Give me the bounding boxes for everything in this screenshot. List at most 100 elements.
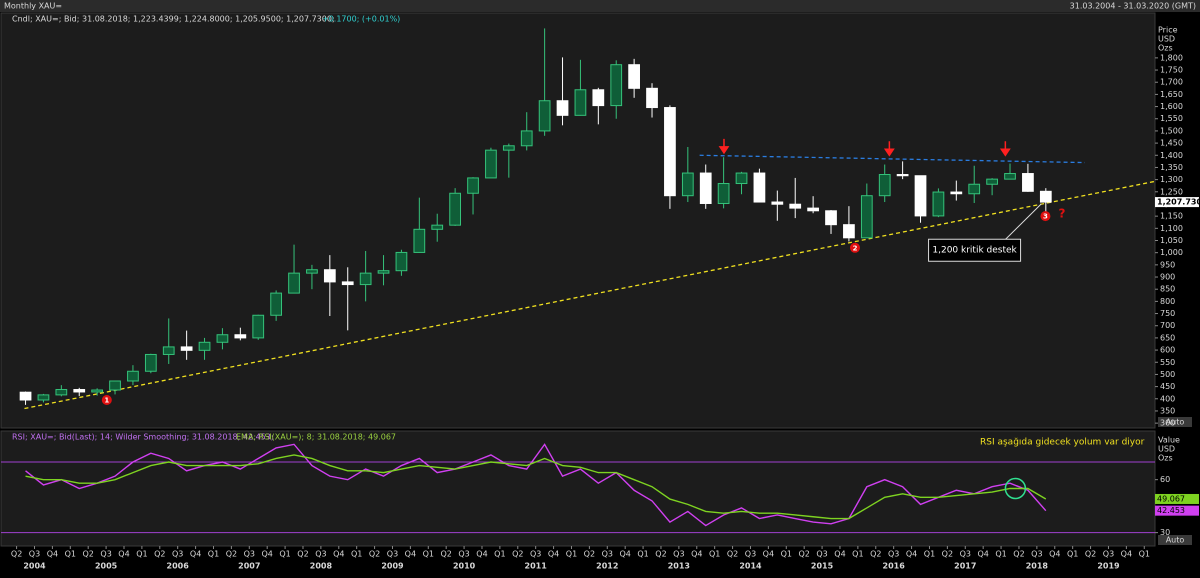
x-tick-label: Q1 — [351, 550, 362, 559]
candle-body — [1004, 173, 1016, 180]
y-tick-label: 700 — [1160, 321, 1175, 330]
candle-body — [753, 172, 766, 203]
candle-body — [162, 346, 175, 355]
candle-body — [127, 370, 139, 382]
year-label: 2011 — [525, 562, 548, 571]
candle-body — [807, 207, 819, 212]
candle-body — [109, 380, 121, 391]
candle-body — [986, 178, 998, 185]
x-tick-label: Q1 — [924, 550, 935, 559]
y-tick-label: 1,250 — [1160, 187, 1183, 196]
value-tag — [1155, 493, 1199, 504]
callout-label: 1,200 kritik destek — [932, 246, 1017, 256]
candle-body — [646, 87, 658, 109]
scale-button[interactable] — [1158, 417, 1192, 427]
candle-body — [270, 292, 283, 316]
candle-body — [789, 203, 802, 209]
year-label: 2017 — [954, 562, 976, 571]
x-tick-label: Q1 — [1067, 550, 1078, 559]
y-tick-label: 300 — [1160, 419, 1175, 428]
candle-body — [198, 341, 211, 351]
arrow — [883, 141, 895, 157]
ema-legend: EMA; RSI(XAU=); 8; 31.08.2018; 49.067 — [236, 433, 396, 442]
candle-body — [664, 107, 676, 197]
x-tick-label: Q3 — [244, 550, 255, 559]
rsi-legend: RSI; XAU=; Bid(Last); 14; Wilder Smoothi… — [12, 433, 274, 442]
x-tick-label: Q4 — [476, 550, 487, 559]
y-tick-label: 1,650 — [1160, 90, 1183, 99]
x-tick-label: Q2 — [297, 550, 308, 559]
x-tick-label: Q2 — [440, 550, 451, 559]
x-tick-label: Q3 — [888, 550, 899, 559]
candle-body — [431, 224, 444, 230]
trendline — [699, 154, 1085, 164]
candle-body — [771, 201, 784, 205]
y-tick-label: 1,700 — [1160, 78, 1183, 87]
year-label: 2010 — [453, 562, 476, 571]
candle-body — [968, 183, 981, 195]
y-tick-label: 1,300 — [1160, 175, 1183, 184]
x-tick-label: Q1 — [637, 550, 648, 559]
x-tick-label: Q3 — [29, 550, 40, 559]
x-tick-label: Q1 — [995, 550, 1006, 559]
x-tick-label: Q3 — [745, 550, 756, 559]
x-tick-label: Q3 — [673, 550, 684, 559]
year-label: 2015 — [811, 562, 834, 571]
x-tick-label: Q1 — [852, 550, 863, 559]
candle-body — [592, 89, 605, 107]
x-tick-label: Q2 — [82, 550, 93, 559]
x-tick-label: Q4 — [1121, 550, 1132, 559]
x-tick-label: Q1 — [566, 550, 577, 559]
x-tick-label: Q2 — [727, 550, 738, 559]
candle-body — [323, 269, 336, 283]
candle-body — [485, 149, 497, 179]
x-tick-label: Q3 — [1031, 550, 1042, 559]
value-tag-label: 49.067 — [1157, 494, 1185, 503]
x-tick-label: Q3 — [530, 550, 541, 559]
y-tick-label: 1,100 — [1160, 224, 1183, 233]
x-tick-label: Q1 — [494, 550, 505, 559]
x-tick-label: Q1 — [136, 550, 147, 559]
candle-body — [914, 175, 927, 217]
x-tick-label: Q3 — [100, 550, 111, 559]
x-tick-label: Q3 — [387, 550, 398, 559]
x-tick-label: Q4 — [834, 550, 845, 559]
y-tick-label: 1,000 — [1160, 248, 1183, 257]
candle-body — [359, 272, 372, 286]
scale-button-label[interactable]: Auto — [1166, 536, 1185, 545]
scale-button[interactable] — [1158, 535, 1192, 545]
arrow — [999, 141, 1011, 157]
axis-label: Value — [1158, 436, 1180, 445]
x-tick-label: Q1 — [1139, 550, 1150, 559]
candle-body — [950, 191, 963, 195]
y-tick-label: 850 — [1160, 285, 1175, 294]
candle-body — [1039, 190, 1052, 203]
candle-body — [395, 251, 408, 272]
y-tick-label: 1,750 — [1160, 66, 1183, 75]
scale-button-label[interactable]: Auto — [1166, 418, 1185, 427]
candle-body — [55, 389, 68, 396]
x-tick-label: Q1 — [709, 550, 720, 559]
y-tick-label: 1,050 — [1160, 236, 1183, 245]
x-tick-label: Q3 — [458, 550, 469, 559]
x-tick-label: Q2 — [798, 550, 809, 559]
value-tag-label: 42.453 — [1157, 506, 1185, 515]
candle-body — [574, 89, 587, 116]
price-legend: Cndl; XAU=; Bid; 31.08.2018; 1,223.4399;… — [12, 15, 335, 24]
candle-body — [144, 353, 157, 372]
date-range: 31.03.2004 - 31.03.2020 (GMT) — [1070, 2, 1196, 11]
candle-body — [681, 172, 694, 197]
series-line — [25, 443, 1047, 527]
year-label: 2013 — [668, 562, 690, 571]
x-tick-label: Q2 — [154, 550, 165, 559]
candle-body — [449, 192, 461, 226]
question-mark: ? — [1058, 207, 1065, 221]
callout-box — [928, 238, 1022, 262]
marker-label: 1 — [104, 396, 109, 404]
candle-body — [860, 195, 873, 239]
x-tick-label: Q4 — [118, 550, 129, 559]
candle-body — [180, 346, 193, 351]
candle-body — [843, 224, 855, 239]
marker — [1040, 211, 1051, 222]
axis-label: Ozs — [1158, 44, 1173, 53]
